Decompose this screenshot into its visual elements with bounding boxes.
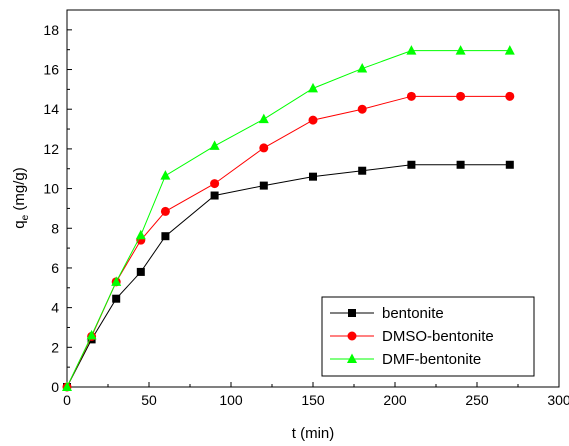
data-point-dmf-bentonite — [111, 276, 122, 286]
data-point-dmf-bentonite — [209, 140, 220, 150]
legend-item-dmf-bentonite: DMF-bentonite — [330, 351, 481, 368]
axis-ticks: 0 50 100 150 200 250 300 0 2 4 6 8 10 12 14 16 18 — [43, 22, 569, 408]
legend-label: bentonite — [382, 305, 444, 322]
y-tick-label: 6 — [51, 260, 59, 276]
y-tick-label: 2 — [51, 339, 59, 355]
series-dmf-bentonite — [62, 45, 515, 391]
x-tick-label: 50 — [141, 392, 157, 408]
data-point-bentonite — [407, 160, 416, 169]
legend-marker — [347, 353, 357, 363]
data-point-dmf-bentonite — [135, 229, 146, 240]
legend: bentonite DMSO-bentonite DMF-bentonite — [321, 296, 535, 377]
series-bentonite — [63, 160, 514, 391]
x-tick-label: 250 — [465, 392, 489, 408]
y-tick-label: 16 — [43, 62, 59, 78]
y-axis-title: qe (mg/g) — [11, 167, 31, 228]
y-tick-label: 8 — [51, 220, 59, 236]
data-point-dmf-bentonite — [504, 45, 515, 55]
y-tick-label: 10 — [43, 181, 59, 197]
data-point-dmso-bentonite — [505, 91, 515, 101]
y-axis-title-subscript: e — [20, 214, 31, 220]
data-point-bentonite — [358, 166, 367, 175]
x-tick-label: 100 — [219, 392, 243, 408]
data-point-dmso-bentonite — [259, 143, 269, 153]
data-point-bentonite — [309, 172, 317, 181]
data-point-bentonite — [259, 181, 268, 190]
legend-item-dmso-bentonite: DMSO-bentonite — [330, 328, 494, 345]
data-point-bentonite — [210, 191, 219, 200]
x-tick-label: 300 — [547, 392, 569, 408]
series-layer — [62, 45, 515, 392]
data-point-bentonite — [456, 160, 465, 169]
data-point-dmf-bentonite — [455, 45, 466, 55]
legend-marker — [347, 331, 357, 341]
data-point-dmso-bentonite — [160, 206, 170, 216]
y-axis-title-rest: (mg/g) — [11, 167, 28, 215]
data-point-dmf-bentonite — [258, 113, 269, 124]
series-line-bentonite — [66, 164, 510, 388]
data-point-dmf-bentonite — [357, 63, 368, 73]
y-tick-label: 0 — [51, 379, 59, 395]
y-tick-label: 12 — [43, 141, 59, 157]
data-point-dmf-bentonite — [160, 170, 171, 180]
y-axis-title-main: q — [11, 220, 28, 228]
data-point-dmso-bentonite — [210, 179, 220, 189]
series-line-dmf-bentonite — [66, 50, 510, 388]
x-tick-label: 150 — [301, 392, 325, 408]
legend-label: DMSO-bentonite — [382, 328, 494, 345]
legend-item-bentonite: bentonite — [330, 305, 444, 322]
data-point-bentonite — [161, 232, 170, 241]
x-tick-label: 200 — [383, 392, 407, 408]
data-point-dmso-bentonite — [406, 91, 416, 101]
y-tick-label: 4 — [51, 300, 59, 316]
data-point-dmso-bentonite — [308, 115, 318, 125]
legend-marker — [348, 309, 356, 317]
data-point-dmf-bentonite — [62, 381, 72, 391]
data-point-dmf-bentonite — [406, 45, 417, 55]
y-tick-label: 14 — [43, 101, 59, 117]
x-axis-title: t (min) — [292, 425, 335, 442]
y-tick-label: 18 — [43, 22, 59, 38]
data-point-bentonite — [505, 160, 514, 169]
data-point-bentonite — [136, 267, 145, 276]
x-tick-label: 0 — [63, 392, 71, 408]
data-point-dmso-bentonite — [357, 104, 367, 114]
data-point-dmf-bentonite — [86, 329, 97, 340]
data-point-dmf-bentonite — [308, 82, 318, 93]
data-point-bentonite — [112, 294, 121, 303]
legend-label: DMF-bentonite — [382, 351, 481, 368]
data-point-dmso-bentonite — [456, 91, 466, 101]
